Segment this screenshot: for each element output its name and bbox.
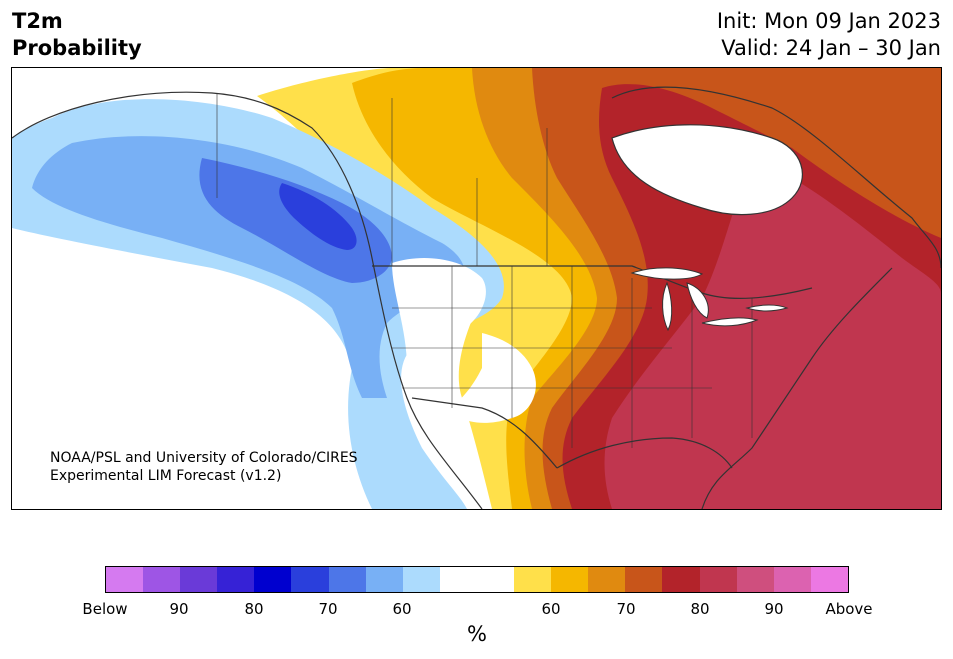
great-lakes (630, 267, 789, 332)
lake-huron (686, 282, 709, 319)
us-mexico-border (411, 397, 558, 469)
map-canvas (12, 68, 941, 509)
title-line-1: T2m (12, 9, 63, 33)
colorbar-label-above-70: 70 (616, 600, 636, 618)
lake-superior (630, 267, 704, 280)
colorbar-segment-16 (699, 567, 737, 592)
lake-erie (701, 317, 759, 327)
forecast-dates: Init: Mon 09 Jan 2023 Valid: 24 Jan – 30… (717, 8, 941, 62)
colorbar-segment-17 (736, 567, 774, 592)
colorbar-label-above-90: 90 (764, 600, 784, 618)
colorbar-segment-11 (514, 567, 552, 592)
colorbar-segment-6 (328, 567, 366, 592)
neutral-regions (392, 124, 803, 423)
credit-line-1: NOAA/PSL and University of Colorado/CIRE… (50, 450, 358, 466)
neutral-hudson (612, 124, 803, 215)
colorbar-segment-15 (662, 567, 700, 592)
colorbar-segment-1 (143, 567, 181, 592)
lake-ontario (745, 304, 789, 312)
colorbar-segment-7 (365, 567, 403, 592)
colorbar-segment-10 (476, 567, 515, 592)
boundaries (12, 86, 941, 509)
colorbar-label-above-60: 60 (541, 600, 561, 618)
lake-michigan (662, 281, 673, 332)
colorbar-segment-0 (106, 567, 144, 592)
colorbar-segment-5 (291, 567, 329, 592)
colorbar-segment-12 (551, 567, 589, 592)
colorbar-unit: % (467, 622, 487, 646)
neutral-west (392, 258, 536, 423)
coastline-east (611, 86, 941, 509)
gulf-coast (556, 437, 733, 469)
colorbar-segment-2 (180, 567, 218, 592)
coastline-west (12, 91, 483, 509)
colorbar-label-below-90: 90 (169, 600, 189, 618)
colorbar-label-above: Above (825, 600, 873, 618)
colorbar-label-below-80: 80 (244, 600, 264, 618)
colorbar-label-below-70: 70 (318, 600, 338, 618)
hudson-bay (611, 124, 803, 216)
probability-map: NOAA/PSL and University of Colorado/CIRE… (11, 67, 942, 510)
band-crimson (604, 158, 941, 509)
colorbar-segment-4 (254, 567, 292, 592)
colorbar (105, 566, 849, 593)
band-mid-blue (199, 158, 392, 283)
colorbar-segment-14 (625, 567, 663, 592)
colorbar-segment-3 (217, 567, 255, 592)
colorbar-label-below: Below (82, 600, 128, 618)
colorbar-segment-8 (402, 567, 440, 592)
init-date: Init: Mon 09 Jan 2023 (716, 9, 941, 33)
band-strong-blue (279, 183, 357, 250)
colorbar-label-above-80: 80 (690, 600, 710, 618)
colorbar-segment-9 (439, 567, 477, 592)
colorbar-segment-13 (588, 567, 626, 592)
credit-line-2: Experimental LIM Forecast (v1.2) (50, 468, 282, 484)
colorbar-label-below-60: 60 (392, 600, 412, 618)
colorbar-segment-19 (810, 567, 848, 592)
map-credit: NOAA/PSL and University of Colorado/CIRE… (50, 449, 358, 485)
chart-title: T2m Probability (12, 8, 142, 62)
colorbar-segment-18 (773, 567, 811, 592)
valid-date: Valid: 24 Jan – 30 Jan (721, 36, 941, 60)
title-line-2: Probability (12, 36, 142, 60)
